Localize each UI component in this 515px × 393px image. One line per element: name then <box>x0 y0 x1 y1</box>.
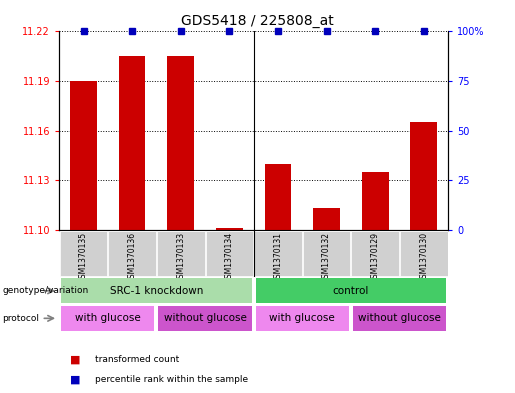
Text: GDS5418 / 225808_at: GDS5418 / 225808_at <box>181 14 334 28</box>
Text: percentile rank within the sample: percentile rank within the sample <box>95 375 248 384</box>
Text: SRC-1 knockdown: SRC-1 knockdown <box>110 286 203 296</box>
Bar <box>255 306 349 331</box>
Bar <box>216 228 243 230</box>
Bar <box>313 208 340 230</box>
Text: ■: ■ <box>70 374 80 384</box>
Bar <box>159 306 252 331</box>
Text: without glucose: without glucose <box>358 313 441 323</box>
Bar <box>205 231 253 276</box>
Bar <box>353 306 446 331</box>
Bar <box>400 231 448 276</box>
Bar <box>157 231 204 276</box>
Bar <box>61 278 252 303</box>
Text: GSM1370136: GSM1370136 <box>128 232 136 283</box>
Text: GSM1370133: GSM1370133 <box>176 232 185 283</box>
Text: GSM1370131: GSM1370131 <box>273 232 282 283</box>
Text: GSM1370129: GSM1370129 <box>371 232 380 283</box>
Text: GSM1370132: GSM1370132 <box>322 232 331 283</box>
Bar <box>70 81 97 230</box>
Text: with glucose: with glucose <box>269 313 335 323</box>
Text: without glucose: without glucose <box>164 313 247 323</box>
Text: GSM1370134: GSM1370134 <box>225 232 234 283</box>
Bar <box>410 122 437 230</box>
Bar <box>265 164 291 230</box>
Text: ■: ■ <box>70 354 80 365</box>
Text: GSM1370130: GSM1370130 <box>419 232 428 283</box>
Text: control: control <box>333 286 369 296</box>
Bar <box>108 231 156 276</box>
Bar <box>351 231 399 276</box>
Text: GSM1370135: GSM1370135 <box>79 232 88 283</box>
Text: protocol: protocol <box>3 314 40 323</box>
Text: transformed count: transformed count <box>95 355 180 364</box>
Bar <box>119 56 146 230</box>
Bar <box>61 306 154 331</box>
Bar <box>303 231 350 276</box>
Bar <box>255 278 446 303</box>
Bar <box>60 231 107 276</box>
Text: genotype/variation: genotype/variation <box>3 286 89 295</box>
Bar <box>362 172 388 230</box>
Text: with glucose: with glucose <box>75 313 141 323</box>
Bar <box>167 56 194 230</box>
Bar <box>254 231 302 276</box>
